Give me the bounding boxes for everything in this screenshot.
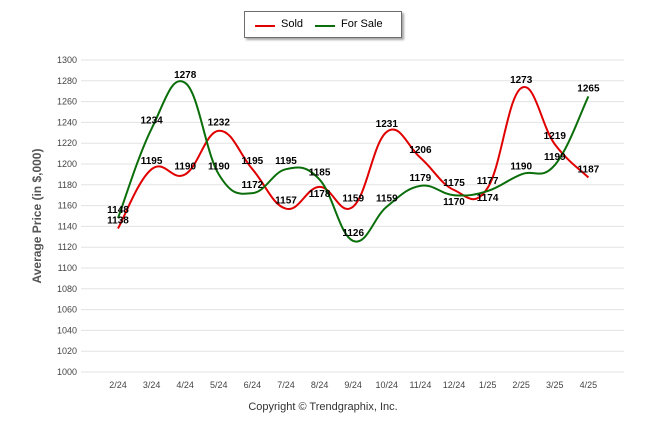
- data-label-sold: 1175: [443, 178, 465, 189]
- y-tick-label: 1240: [57, 117, 77, 127]
- data-label-sold: 1157: [275, 196, 297, 207]
- data-label-for-sale: 1265: [577, 83, 600, 94]
- y-tick-label: 1160: [58, 201, 77, 211]
- copyright-text: Copyright © Trendgraphix, Inc.: [248, 401, 398, 413]
- series-lines: [117, 80, 590, 243]
- data-label-sold: 1177: [477, 176, 499, 187]
- legend-sold-swatch: [255, 25, 275, 27]
- data-labels: 1138 1195 1190 1232 1195 1157 1178 1159 1231 1206…: [107, 70, 600, 239]
- data-label-for-sale: 1172: [242, 180, 264, 191]
- y-tick-label: 1260: [57, 97, 77, 107]
- data-label-sold: 1187: [578, 165, 600, 176]
- data-label-sold: 1138: [107, 215, 129, 226]
- data-label-sold: 1178: [309, 189, 331, 200]
- x-tick-label: 7/24: [277, 380, 295, 390]
- x-tick-label: 6/24: [244, 380, 262, 390]
- y-tick-label: 1280: [57, 76, 77, 86]
- data-label-for-sale: 1190: [208, 161, 230, 172]
- y-tick-label: 1300: [57, 55, 77, 65]
- x-tick-label: 3/25: [546, 380, 564, 390]
- data-label-sold: 1273: [510, 75, 533, 86]
- x-tick-label: 3/24: [143, 380, 161, 390]
- data-label-sold: 1159: [342, 194, 364, 205]
- y-tick-label: 1000: [57, 367, 77, 377]
- data-label-sold: 1231: [376, 119, 399, 130]
- series-line-for-sale: [117, 80, 590, 243]
- x-tick-label: 9/24: [344, 380, 362, 390]
- x-tick-label: 12/24: [443, 380, 466, 390]
- x-axis-ticks: 2/24 3/24 4/24 5/24 6/24 7/24 8/24 9/24 10/24 11/…: [109, 380, 597, 390]
- x-tick-label: 10/24: [376, 380, 399, 390]
- grid-lines: [81, 59, 624, 373]
- x-tick-label: 5/24: [210, 380, 228, 390]
- x-tick-label: 2/25: [512, 380, 530, 390]
- data-label-for-sale: 1185: [309, 168, 331, 179]
- x-tick-label: 4/25: [580, 380, 598, 390]
- data-label-for-sale: 1278: [174, 70, 197, 81]
- legend-sold-label: Sold: [281, 18, 304, 30]
- data-label-sold: 1232: [208, 118, 231, 129]
- y-tick-label: 1180: [58, 180, 77, 190]
- data-label-for-sale: 1148: [107, 205, 129, 216]
- x-tick-label: 2/24: [109, 380, 127, 390]
- y-tick-label: 1100: [58, 263, 77, 273]
- y-tick-label: 1020: [57, 346, 77, 356]
- data-label-for-sale: 1190: [510, 161, 532, 172]
- data-label-sold: 1195: [141, 156, 163, 167]
- data-label-for-sale: 1199: [544, 152, 566, 163]
- data-label-for-sale: 1170: [443, 197, 465, 208]
- y-axis-ticks: 1000 1020 1040 1060 1080 1100 1120 1140 1160 1180…: [57, 55, 77, 377]
- x-tick-label: 1/25: [479, 380, 497, 390]
- y-axis-title: Average Price (in $,000): [30, 149, 44, 284]
- series-line-sold: [117, 86, 590, 229]
- data-label-for-sale: 1234: [140, 116, 163, 127]
- x-tick-label: 4/24: [176, 380, 194, 390]
- data-label-for-sale: 1159: [376, 194, 398, 205]
- data-label-for-sale: 1126: [342, 228, 364, 239]
- data-label-sold: 1190: [174, 161, 196, 172]
- data-label-for-sale: 1179: [410, 173, 432, 184]
- y-tick-label: 1060: [57, 305, 77, 315]
- y-tick-label: 1120: [58, 242, 77, 252]
- x-tick-label: 11/24: [409, 380, 431, 390]
- y-tick-label: 1200: [57, 159, 77, 169]
- data-label-sold: 1219: [544, 131, 567, 142]
- data-label-for-sale: 1174: [477, 193, 499, 204]
- y-tick-label: 1040: [57, 325, 77, 335]
- data-label-for-sale: 1195: [275, 156, 297, 167]
- legend: Sold For Sale: [244, 11, 402, 38]
- legend-forsale-label: For Sale: [341, 18, 383, 30]
- y-tick-label: 1080: [57, 284, 77, 294]
- y-tick-label: 1140: [58, 221, 77, 231]
- x-tick-label: 8/24: [311, 380, 329, 390]
- legend-forsale-swatch: [315, 25, 335, 27]
- y-tick-label: 1220: [57, 138, 77, 148]
- data-label-sold: 1206: [409, 145, 432, 156]
- data-label-sold: 1195: [242, 156, 264, 167]
